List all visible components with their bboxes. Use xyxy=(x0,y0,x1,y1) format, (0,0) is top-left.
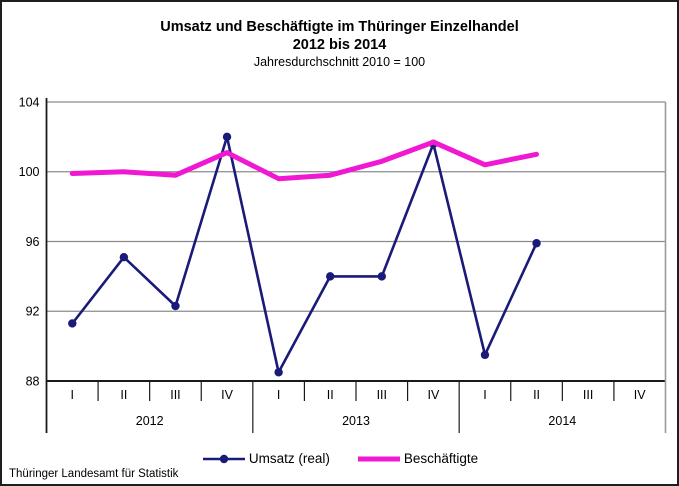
x-tick-label: III xyxy=(170,388,180,402)
chart-legend: Umsatz (real) Beschäftigte xyxy=(2,451,677,466)
x-tick-label: IV xyxy=(221,388,233,402)
data-point-marker xyxy=(377,272,386,281)
x-tick-label: I xyxy=(71,388,74,402)
data-point-marker xyxy=(274,368,283,377)
x-tick-label: I xyxy=(483,388,486,402)
y-tick-label: 88 xyxy=(26,374,40,388)
chart-title-line1: Umsatz und Beschäftigte im Thüringer Ein… xyxy=(160,19,519,35)
x-tick-label: I xyxy=(277,388,280,402)
x-tick-label: IV xyxy=(427,388,439,402)
chart-header: Umsatz und Beschäftigte im Thüringer Ein… xyxy=(2,18,677,71)
series-line-umsatz xyxy=(71,135,538,374)
data-point-marker xyxy=(480,350,490,360)
chart-title-line2: 2012 bis 2014 xyxy=(292,37,387,53)
data-point-marker xyxy=(171,301,180,311)
y-tick-label: 104 xyxy=(19,95,40,109)
data-point-marker xyxy=(532,239,541,248)
x-tick-label: IV xyxy=(634,388,646,402)
y-tick-label: 96 xyxy=(26,235,40,249)
legend-item-beschaeftigte: Beschäftigte xyxy=(356,451,478,466)
legend-label-beschaeftigte: Beschäftigte xyxy=(403,451,479,466)
x-tick-label: II xyxy=(327,388,334,402)
data-point-marker xyxy=(326,272,335,281)
source-note: Thüringer Landesamt für Statistik xyxy=(9,468,179,480)
year-label: 2012 xyxy=(136,414,164,428)
data-point-marker xyxy=(68,319,77,328)
x-tick-label: II xyxy=(120,388,127,402)
year-label: 2014 xyxy=(548,414,576,428)
chart-subtitle: Jahresdurchschnitt 2010 = 100 xyxy=(253,55,426,69)
umsatz-line-swatch xyxy=(202,454,245,463)
x-tick-label: III xyxy=(377,388,387,402)
data-point-marker xyxy=(119,252,129,262)
data-point-marker xyxy=(222,132,232,142)
x-tick-label: III xyxy=(583,388,593,402)
beschaeftigte-line-swatch xyxy=(357,456,400,461)
y-tick-label: 92 xyxy=(26,305,40,319)
y-tick-label: 100 xyxy=(19,165,40,179)
legend-item-umsatz: Umsatz (real) xyxy=(201,451,330,466)
year-label: 2013 xyxy=(342,414,370,428)
x-tick-label: II xyxy=(533,388,540,402)
legend-label-umsatz: Umsatz (real) xyxy=(248,451,330,466)
series-line-beschaeftigte xyxy=(69,139,539,182)
